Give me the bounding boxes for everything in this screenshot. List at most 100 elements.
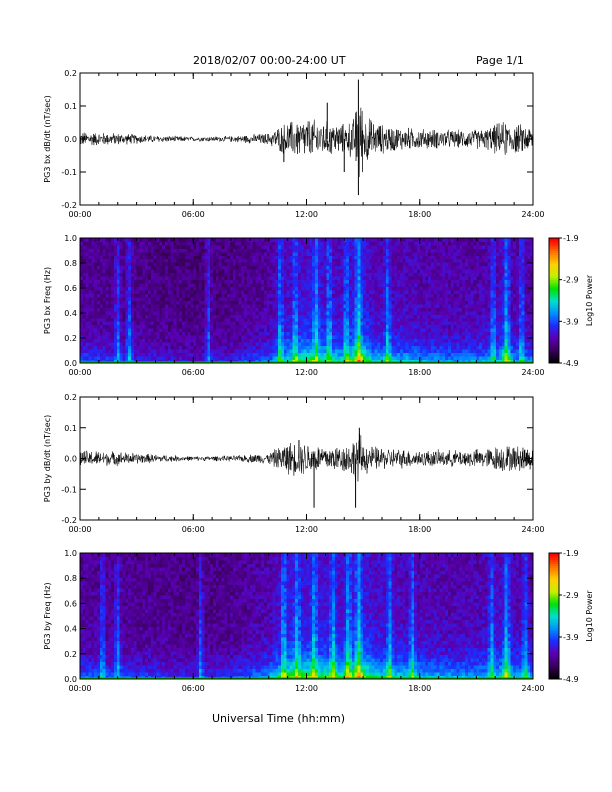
spectrogram-cell [371,324,375,329]
spectrogram-cell [281,283,285,288]
spectrogram-cell [320,321,324,326]
spectrogram-cell [198,321,203,326]
spectrogram-cell [173,251,177,256]
spectrogram-cell [264,352,268,357]
spectrogram-cell [119,324,123,329]
spectrogram-cell [142,352,146,357]
spectrogram-cell [198,314,203,319]
spectrogram-cell [96,297,101,301]
spectrogram-cell [374,314,378,319]
spectrogram-cell [181,241,186,246]
spectrogram-cell [125,352,129,357]
spectrogram-cell [142,241,146,246]
spectrogram-cell [128,328,132,333]
spectrogram-cell [312,314,316,319]
spectrogram-cell [295,244,299,249]
spectrogram-cell [397,324,401,329]
spectrogram-cell [368,352,373,357]
spectrogram-cell [326,258,330,263]
spectrogram-cell [278,276,282,281]
spectrogram-cell [306,317,310,322]
spectrogram-cell [439,331,443,336]
spectrogram-cell [99,276,104,281]
spectrogram-cell [436,324,440,329]
spectrogram-cell [218,307,222,312]
spectrogram-cell [351,258,356,263]
spectrogram-cell [391,342,395,347]
spectrogram-cell [162,300,166,305]
spectrogram-cell [320,328,324,333]
spectrogram-cell [351,331,356,336]
spectrogram-cell [331,324,336,329]
spectrogram-cell [122,349,126,353]
spectrogram-cell [459,286,463,291]
spectrogram-cell [210,241,214,246]
spectrogram-cell [428,317,432,322]
spectrogram-cell [309,300,313,305]
spectrogram-cell [391,272,395,277]
spectrogram-cell [113,303,118,308]
spectrogram-cell [181,283,186,288]
spectrogram-cell [210,342,214,347]
spectrogram-cell [244,272,248,277]
spectrogram-cell [190,283,194,288]
spectrogram-cell [408,269,412,274]
spectrogram-cell [283,283,288,288]
spectrogram-cell [425,297,429,301]
spectrogram-cell [96,349,101,353]
spectrogram-cell [204,356,208,360]
spectrogram-cell [241,276,245,281]
spectrogram-cell [238,255,242,260]
spectrogram-cell [416,241,421,246]
spectrogram-cell [173,328,177,333]
spectrogram-cell [247,293,251,298]
spectrogram-cell [402,286,406,291]
spectrogram-cell [329,349,333,353]
spectrogram-cell [419,352,423,357]
spectrogram-cell [255,328,259,333]
spectrogram-cell [147,349,152,353]
spectrogram-cell [82,248,87,253]
spectrogram-cell [179,241,183,246]
spectrogram-cell [164,262,169,267]
spectrogram-cell [213,345,217,350]
spectrogram-cell [207,251,211,256]
spectrogram-cell [295,356,299,360]
spectrogram-cell [431,303,435,308]
spectrogram-cell [261,307,265,312]
spectrogram-cell [99,352,104,357]
spectrogram-cell [442,283,446,288]
spectrogram-cell [354,307,358,312]
spectrogram-cell [187,345,191,350]
spectrogram-cell [275,238,279,242]
spectrogram-cell [145,307,149,312]
spectrogram-cell [439,356,443,360]
spectrogram-cell [91,307,95,312]
spectrogram-cell [357,258,361,263]
spectrogram-cell [351,328,356,333]
spectrogram-cell [411,317,415,322]
spectrogram-cell [190,248,194,253]
spectrogram-cell [255,269,259,274]
spectrogram-cell [419,342,423,347]
spectrogram-cell [334,356,339,360]
spectrogram-cell [221,324,225,329]
spectrogram-cell [388,331,392,336]
spectrogram-cell [119,303,123,308]
spectrogram-cell [456,349,460,353]
spectrogram-cell [210,317,214,322]
spectrogram-cell [340,303,344,308]
spectrogram-cell [380,290,384,294]
spectrogram-cell [402,356,406,360]
spectrogram-cell [357,241,361,246]
spectrogram-cell [462,345,466,350]
spectrogram-cell [391,307,395,312]
spectrogram-cell [380,321,384,326]
spectrogram-cell [397,331,401,336]
spectrogram-cell [331,244,336,249]
spectrogram-cell [139,317,143,322]
spectrogram-cell [230,283,234,288]
spectrogram-cell [343,352,347,357]
spectrogram-cell [295,331,299,336]
spectrogram-cell [128,352,132,357]
